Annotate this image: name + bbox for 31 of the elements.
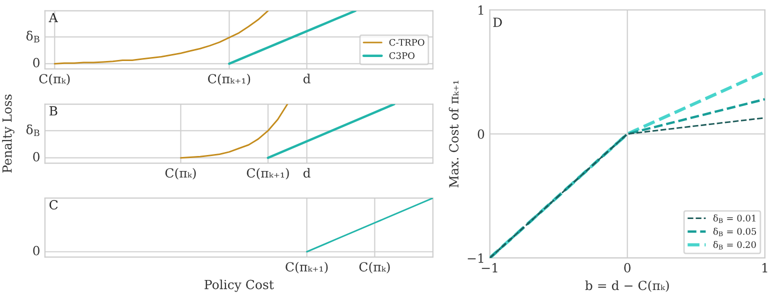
x-tick-label: C(πₖ) [39,74,70,86]
y-tick-label: −1 [468,253,484,263]
x-tick-label: d [303,74,310,84]
legend-label: C-TRPO [389,38,424,46]
y-tick-label: 0 [478,129,484,139]
x-axis-title: b = d − C(πₖ) [585,280,669,292]
legend-label: δ$_{B}$ = 0.05 [713,228,756,236]
y-axis-title: Penalty Loss [2,94,14,173]
annotation: D [493,18,502,27]
x-tick-label: C(πₖ₊₁) [246,168,289,180]
ref-line-label: 0 [33,152,40,162]
ref-line-label: δ$_{B}$ [26,124,40,136]
annotation: C [50,200,58,210]
y-axis-title: Max. Cost of πₖ₊₁ [448,80,459,188]
ref-line-label: δ$_{B}$ [26,30,40,42]
x-tick-label: 1 [762,263,768,272]
legend-label: δ$_{B}$ = 0.01 [713,214,756,223]
x-tick-label: C(πₖ₊₁) [286,262,328,274]
x-tick-label: 0 [624,263,631,272]
x-axis-title: Policy Cost [204,280,274,292]
ref-line-label: 0 [33,246,40,256]
x-tick-label: d [303,168,310,178]
legend-label: δ$_{B}$ = 0.20 [713,241,756,250]
legend-label: C3PO [389,52,414,60]
annotation: B [50,106,58,116]
x-tick-label: C(πₖ) [165,168,196,180]
x-tick-label: C(πₖ) [359,262,390,274]
x-tick-label: C(πₖ₊₁) [208,74,250,86]
annotation: A [48,12,58,22]
ref-line-label: 0 [33,58,40,68]
y-tick-label: 1 [478,5,484,15]
